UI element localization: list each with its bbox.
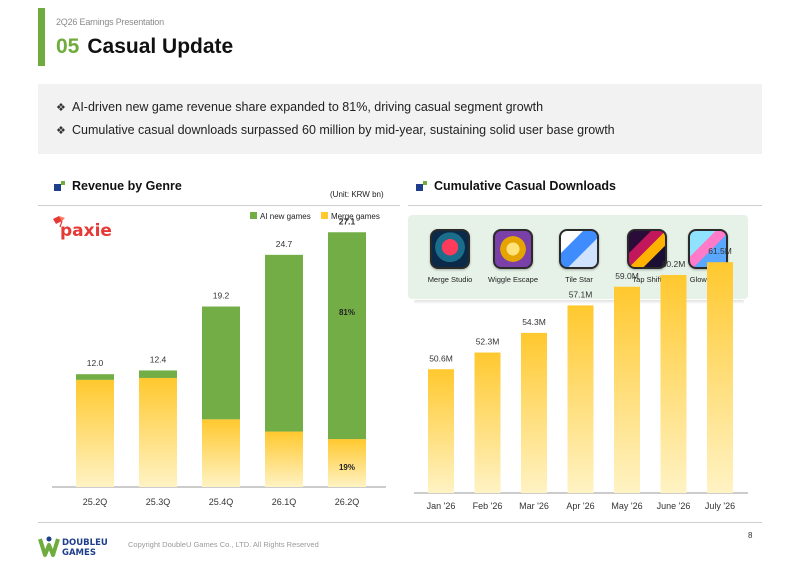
bar-downloads bbox=[707, 262, 733, 493]
summary-text: AI-driven new game revenue share expande… bbox=[72, 100, 544, 114]
bar-downloads bbox=[567, 305, 594, 493]
bar-downloads bbox=[521, 332, 547, 493]
data-label: 61.5M bbox=[708, 246, 732, 256]
summary-point: ❖ Cumulative casual downloads surpassed 6… bbox=[56, 119, 744, 142]
summary-box: ❖ AI-driven new game revenue share expand… bbox=[38, 84, 762, 154]
legend-item-ai: AI new games bbox=[250, 212, 311, 221]
tick-label: 25.4Q bbox=[209, 497, 234, 507]
data-label: 57.1M bbox=[569, 289, 593, 299]
tick-label: Apr '26 bbox=[566, 501, 594, 511]
tick-label: June '26 bbox=[657, 501, 691, 511]
revenue-heading-text: Revenue by Genre bbox=[72, 179, 182, 193]
bar-ai-new-games bbox=[139, 370, 177, 378]
tile-star-icon bbox=[559, 229, 599, 269]
logo-text-bottom: GAMES bbox=[62, 548, 96, 558]
summary-text: Cumulative casual downloads surpassed 60… bbox=[72, 123, 615, 137]
legend-item-merge: Merge games bbox=[320, 212, 380, 221]
unit-label: (Unit: KRW bn) bbox=[330, 190, 384, 199]
bar-merge-games bbox=[328, 439, 366, 487]
bar-downloads bbox=[428, 369, 454, 493]
downloads-heading: Cumulative Casual Downloads bbox=[416, 177, 616, 195]
game-icons-panel: Merge Studio Wiggle Escape Tile Star Tap… bbox=[408, 215, 748, 299]
data-label: 54.3M bbox=[522, 317, 546, 327]
panel-shadow bbox=[414, 300, 744, 304]
data-label: 12.4 bbox=[150, 354, 167, 364]
merge-studio-icon bbox=[430, 229, 470, 269]
accent-bar bbox=[38, 8, 45, 66]
bar-downloads bbox=[660, 274, 687, 493]
game-name: Tile Star bbox=[565, 275, 593, 284]
tick-label: 25.2Q bbox=[83, 497, 108, 507]
legend-label: Merge games bbox=[330, 212, 380, 221]
game-tile: Tile Star bbox=[549, 229, 609, 284]
section-marker-icon bbox=[54, 181, 66, 191]
doubleu-games-logo: DOUBLEU GAMES bbox=[38, 536, 108, 558]
paxie-logo: paxie bbox=[53, 216, 112, 241]
tick-label: July '26 bbox=[705, 501, 735, 511]
tick-label: 26.1Q bbox=[272, 497, 297, 507]
bar-merge-games bbox=[202, 419, 240, 487]
share-label: 81% bbox=[339, 308, 355, 317]
section-marker-icon bbox=[416, 181, 428, 191]
legend-label: AI new games bbox=[260, 212, 311, 221]
data-label: 59.0M bbox=[615, 271, 639, 281]
page-title: 05 Casual Update bbox=[56, 35, 233, 59]
bar-ai-new-games bbox=[328, 232, 366, 440]
presentation-kicker: 2Q26 Earnings Presentation bbox=[56, 17, 164, 27]
divider bbox=[38, 205, 400, 206]
downloads-chart: 50.6M Jan '26 52.3M Feb '26 54.3M Mar '26 57.1… bbox=[414, 246, 748, 511]
data-label: 52.3M bbox=[476, 337, 500, 347]
game-tile: Wiggle Escape bbox=[483, 229, 543, 284]
game-tile: Tap Shift bbox=[617, 229, 677, 284]
diamond-bullet-icon: ❖ bbox=[56, 102, 66, 114]
revenue-legend: AI new games Merge games bbox=[250, 212, 388, 221]
legend-swatch bbox=[320, 212, 328, 219]
bar-downloads bbox=[614, 286, 640, 493]
data-label: 50.6M bbox=[429, 353, 453, 363]
tick-label: 25.3Q bbox=[146, 497, 171, 507]
section-number: 05 bbox=[56, 35, 80, 58]
tick-label: Feb '26 bbox=[473, 501, 503, 511]
bar-downloads bbox=[474, 352, 501, 493]
game-tile: Merge Studio bbox=[420, 229, 480, 284]
tick-label: May '26 bbox=[611, 501, 642, 511]
bar-merge-games bbox=[76, 379, 114, 487]
share-label: 19% bbox=[339, 463, 355, 472]
bar-ai-new-games bbox=[265, 254, 303, 432]
tap-shift-icon bbox=[627, 229, 667, 269]
data-label: 60.2M bbox=[662, 259, 686, 269]
divider bbox=[408, 205, 762, 206]
bar-merge-games bbox=[265, 431, 303, 487]
data-label: 27.1 bbox=[339, 216, 356, 226]
wiggle-escape-icon bbox=[493, 229, 533, 269]
tick-label: Mar '26 bbox=[519, 501, 549, 511]
data-label: 24.7 bbox=[276, 239, 293, 249]
summary-point: ❖ AI-driven new game revenue share expand… bbox=[56, 96, 744, 119]
footer-divider bbox=[38, 522, 762, 523]
legend-swatch bbox=[250, 212, 257, 219]
data-label: 19.2 bbox=[213, 291, 230, 301]
copyright-text: Copyright DoubleU Games Co., LTD. All Ri… bbox=[128, 540, 319, 549]
game-name: Wiggle Escape bbox=[487, 275, 539, 284]
logo-text-top: DOUBLEU bbox=[62, 538, 108, 548]
data-label: 12.0 bbox=[87, 358, 104, 368]
game-name: Merge Studio bbox=[427, 275, 473, 284]
tick-label: Jan '26 bbox=[427, 501, 456, 511]
revenue-heading: Revenue by Genre bbox=[54, 177, 182, 195]
revenue-chart: 12.0 25.2Q 12.4 25.3Q 19.2 25.4Q 24.7 26.1Q 27.1… bbox=[52, 216, 386, 507]
section-title: Casual Update bbox=[87, 35, 234, 58]
paxie-logo-text: paxie bbox=[60, 221, 112, 241]
tick-label: 26.2Q bbox=[335, 497, 360, 507]
bar-merge-games bbox=[139, 377, 177, 487]
page-number: 8 bbox=[748, 531, 753, 540]
bar-ai-new-games bbox=[202, 306, 240, 420]
bar-ai-new-games bbox=[76, 374, 114, 380]
diamond-bullet-icon: ❖ bbox=[56, 125, 66, 137]
downloads-heading-text: Cumulative Casual Downloads bbox=[434, 179, 616, 193]
game-name: Tap Shift bbox=[632, 275, 662, 284]
